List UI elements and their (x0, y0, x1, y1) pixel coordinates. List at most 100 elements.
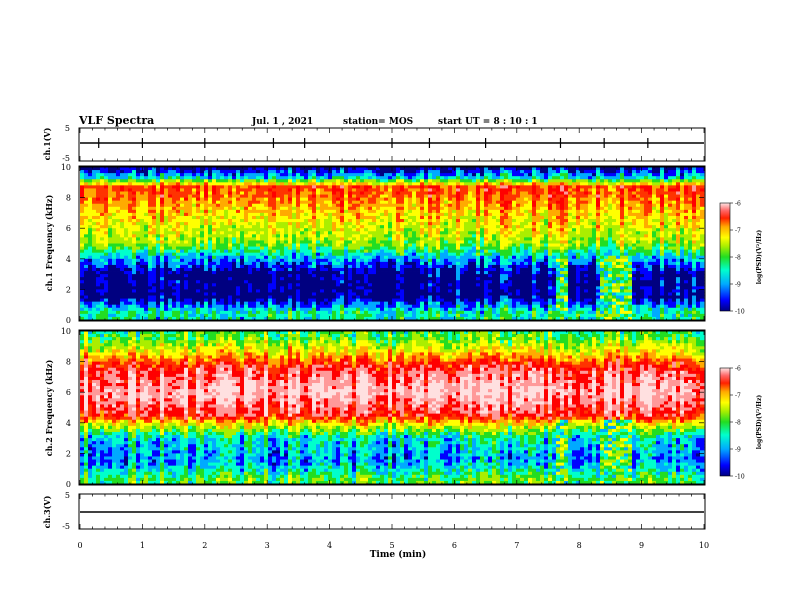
spectrogram-cell (372, 308, 376, 311)
spectrogram-cell (356, 195, 360, 198)
spectrogram-cell (300, 308, 304, 311)
spectrogram-cell (176, 268, 180, 271)
spectrogram-cell (140, 228, 144, 231)
spectrogram-cell (168, 289, 172, 292)
spectrogram-cell (272, 277, 276, 280)
spectrogram-cell (176, 225, 180, 228)
spectrogram-cell (456, 234, 460, 237)
spectrogram-cell (296, 198, 300, 201)
spectrogram-cell (444, 311, 448, 314)
spectrogram-cell (116, 201, 120, 204)
spectrogram-cell (396, 286, 400, 289)
spectrogram-cell (428, 259, 432, 262)
spectrogram-cell (80, 271, 84, 274)
spectrogram-cell (196, 176, 200, 179)
spectrogram-cell (280, 262, 284, 265)
spectrogram-cell (104, 222, 108, 225)
spectrogram-cell (372, 311, 376, 314)
spectrogram-cell (340, 302, 344, 305)
spectrogram-cell (452, 280, 456, 283)
spectrogram-cell (280, 185, 284, 188)
spectrogram-cell (196, 210, 200, 213)
spectrogram-cell (244, 308, 248, 311)
spectrogram-cell (244, 195, 248, 198)
spectrogram-cell (88, 283, 92, 286)
spectrogram-cell (344, 314, 348, 317)
spectrogram-cell (124, 268, 128, 271)
spectrogram-cell (228, 311, 232, 314)
spectrogram-cell (200, 244, 204, 247)
spectrogram-cell (320, 311, 324, 314)
spectrogram-cell (228, 228, 232, 231)
spectrogram-cell (108, 265, 112, 268)
spectrogram-cell (136, 259, 140, 262)
spectrogram-cell (456, 173, 460, 176)
spectrogram-cell (320, 225, 324, 228)
spectrogram-cell (416, 311, 420, 314)
spectrogram-cell (84, 201, 88, 204)
spectrogram-cell (356, 173, 360, 176)
spectrogram-cell (276, 191, 280, 194)
spectrogram-cell (460, 170, 464, 173)
spectrogram-cell (456, 253, 460, 256)
spectrogram-cell (444, 286, 448, 289)
spectrogram-cell (348, 167, 352, 170)
spectrogram-cell (200, 311, 204, 314)
spectrogram-cell (188, 244, 192, 247)
spectrogram-cell (128, 179, 132, 182)
spectrogram-cell (312, 240, 316, 243)
spectrogram-cell (220, 286, 224, 289)
spectrogram-cell (300, 305, 304, 308)
spectrogram-cell (176, 170, 180, 173)
spectrogram-cell (80, 247, 84, 250)
spectrogram-cell (292, 302, 296, 305)
spectrogram-cell (152, 286, 156, 289)
spectrogram-cell (244, 311, 248, 314)
spectrogram-cell (152, 182, 156, 185)
spectrogram-cell (120, 244, 124, 247)
spectrogram-cell (228, 274, 232, 277)
spectrogram-cell (100, 289, 104, 292)
spectrogram-cell (464, 240, 468, 243)
spectrogram-cell (388, 201, 392, 204)
spectrogram-cell (404, 277, 408, 280)
spectrogram-cell (80, 176, 84, 179)
spectrogram-cell (396, 262, 400, 265)
spectrogram-cell (408, 167, 412, 170)
spectrogram-cell (276, 201, 280, 204)
spectrogram-cell (184, 271, 188, 274)
spectrogram-cell (292, 289, 296, 292)
spectrogram-cell (176, 210, 180, 213)
spectrogram-cell (332, 210, 336, 213)
spectrogram-cell (128, 188, 132, 191)
spectrogram-cell (124, 283, 128, 286)
spectrogram-cell (440, 244, 444, 247)
spectrogram-cell (396, 314, 400, 317)
spectrogram-cell (152, 179, 156, 182)
spectrogram-cell (96, 268, 100, 271)
spectrogram-cell (436, 296, 440, 299)
spectrogram-cell (460, 296, 464, 299)
spectrogram-cell (360, 268, 364, 271)
spectrogram-cell (148, 314, 152, 317)
spectrogram-cell (136, 201, 140, 204)
spectrogram-cell (256, 179, 260, 182)
spectrogram-cell (412, 280, 416, 283)
spectrogram-cell (456, 222, 460, 225)
spectrogram-cell (400, 247, 404, 250)
spectrogram-cell (348, 280, 352, 283)
spectrogram-cell (384, 268, 388, 271)
spectrogram-cell (196, 195, 200, 198)
spectrogram-cell (440, 259, 444, 262)
spectrogram-cell (296, 216, 300, 219)
spectrogram-cell (324, 259, 328, 262)
spectrogram-cell (412, 216, 416, 219)
spectrogram-cell (308, 283, 312, 286)
spectrogram-cell (324, 204, 328, 207)
spectrogram-cell (284, 311, 288, 314)
spectrogram-cell (252, 302, 256, 305)
spectrogram-cell (312, 265, 316, 268)
spectrogram-cell (164, 182, 168, 185)
spectrogram-cell (180, 237, 184, 240)
spectrogram-cell (352, 182, 356, 185)
